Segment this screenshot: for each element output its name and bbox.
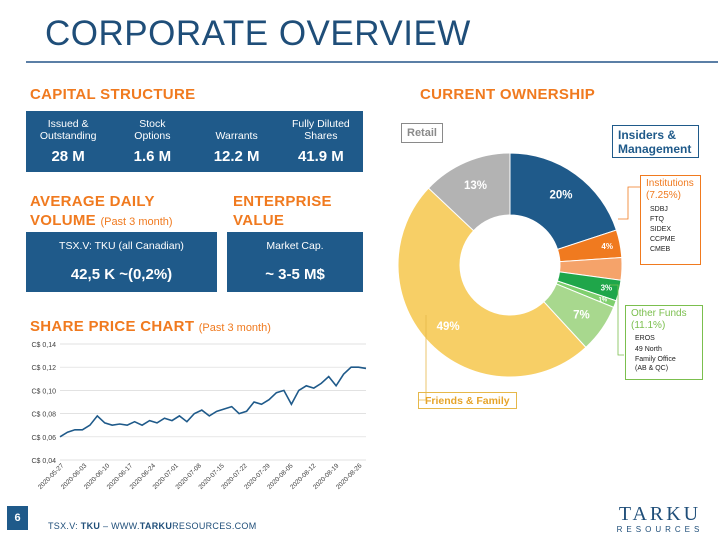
price-series-line bbox=[59, 366, 367, 438]
retail-legend: Retail bbox=[401, 123, 443, 143]
enterprise-value-heading: ENTERPRISE VALUE bbox=[233, 192, 332, 230]
list-item: EROS bbox=[635, 335, 655, 342]
enterprise-line2: VALUE bbox=[233, 212, 285, 229]
cap-value: 41.9 M bbox=[297, 148, 344, 165]
other-funds-title: Other Funds bbox=[631, 308, 687, 319]
cap-col-issued: Issued & Outstanding 28 M bbox=[26, 111, 110, 172]
other-funds-legend: Other Funds (11.1%) EROS 49 North Family… bbox=[625, 305, 703, 380]
share-price-chart: C$ 0,04 C$ 0,06 C$ 0,08 C$ 0,10 C$ 0,12 C$ 0,… bbox=[31, 342, 367, 491]
pie-slice bbox=[397, 187, 587, 378]
list-item: CMEB bbox=[650, 246, 671, 253]
institutions-pct: (7.25%) bbox=[646, 190, 682, 201]
pie-slice-label: 13% bbox=[464, 180, 487, 192]
cap-col-options: Stock Options 1.6 M bbox=[110, 111, 194, 172]
pie-slice-label: 7% bbox=[573, 309, 590, 321]
y-tick-label: C$ 0,10 bbox=[31, 388, 56, 395]
enterprise-box: Market Cap. ~ 3-5 M$ bbox=[227, 232, 363, 292]
cap-label: Issued & Outstanding bbox=[39, 118, 97, 142]
center-logo-sub: RESOURCES bbox=[471, 280, 549, 289]
cap-value: 28 M bbox=[51, 148, 85, 165]
pie-slice-label: 49% bbox=[437, 321, 460, 333]
footer-sep: – WWW. bbox=[100, 521, 140, 531]
capital-structure-box: Issued & Outstanding 28 M Stock Options … bbox=[26, 111, 363, 172]
list-item: 49 North bbox=[635, 345, 662, 353]
list-item: CCPME bbox=[650, 236, 676, 243]
cap-value: 1.6 M bbox=[133, 148, 172, 165]
list-item: SIDEX bbox=[650, 226, 672, 233]
cap-value: 12.2 M bbox=[213, 148, 260, 165]
footer-site-bold: TARKU bbox=[139, 521, 173, 531]
market-cap-label: Market Cap. bbox=[266, 240, 324, 252]
company-logo: TARKU RESOURCES bbox=[605, 504, 715, 538]
other-funds-connector bbox=[610, 284, 624, 356]
capital-structure-heading: CAPITAL STRUCTURE bbox=[30, 86, 196, 103]
y-tick-label: C$ 0,08 bbox=[31, 412, 56, 419]
average-volume-heading: AVERAGE DAILY VOLUME (Past 3 month) bbox=[30, 192, 173, 232]
institutions-connector bbox=[618, 186, 640, 220]
list-item: SDBJ bbox=[650, 206, 668, 213]
logo-sub: RESOURCES bbox=[616, 525, 704, 534]
cap-label: Stock Options bbox=[134, 118, 171, 142]
cap-col-warrants: Warrants 12.2 M bbox=[195, 111, 279, 172]
donut-hole bbox=[460, 215, 560, 315]
cap-label: Warrants bbox=[215, 130, 258, 142]
pie-slice bbox=[427, 152, 511, 232]
institutions-legend: Institutions (7.25%) SDBJ FTQ SIDEX CCPM… bbox=[640, 175, 701, 265]
other-funds-pct: (11.1%) bbox=[631, 320, 666, 331]
enterprise-line1: ENTERPRISE bbox=[233, 193, 332, 210]
title-divider bbox=[26, 61, 718, 63]
pie-slice-label: 4% bbox=[601, 242, 613, 251]
pie-slice bbox=[509, 152, 618, 251]
volume-label: TSX.V: TKU (all Canadian) bbox=[59, 240, 184, 252]
pie-slice-label: 1% bbox=[598, 298, 607, 304]
pie-slice-label: 3% bbox=[601, 283, 613, 292]
cap-label: Fully Diluted Shares bbox=[291, 118, 350, 142]
market-cap-value: ~ 3-5 M$ bbox=[265, 266, 325, 283]
footer-website: TSX.V: TKU – WWW.TARKURESOURCES.COM bbox=[48, 521, 257, 531]
ownership-heading: CURRENT OWNERSHIP bbox=[420, 86, 596, 103]
y-tick-label: C$ 0,04 bbox=[31, 458, 56, 465]
ownership-pie-chart: 20% 4% 3% 1% 7% 49% 13% TARKURESOURCES bbox=[397, 152, 640, 401]
footer-ticker: TKU bbox=[80, 521, 101, 531]
share-price-sub: (Past 3 month) bbox=[198, 322, 271, 334]
avg-volume-sub: (Past 3 month) bbox=[100, 216, 173, 228]
avg-volume-line1: AVERAGE DAILY bbox=[30, 193, 155, 210]
avg-volume-line2: VOLUME (Past 3 month) bbox=[30, 211, 173, 232]
logo-name: TARKU bbox=[618, 503, 702, 525]
center-logo-name: TARKU bbox=[465, 252, 555, 279]
y-tick-label: C$ 0,12 bbox=[31, 365, 56, 372]
institutions-list: SDBJ FTQ SIDEX CCPME CMEB bbox=[641, 205, 700, 255]
page-number: 6 bbox=[7, 506, 28, 530]
other-funds-list: EROS 49 North Family Office (AB & QC) bbox=[626, 335, 702, 373]
cap-col-diluted: Fully Diluted Shares 41.9 M bbox=[279, 111, 363, 172]
institutions-title: Institutions bbox=[646, 178, 694, 189]
list-item: Family Office (AB & QC) bbox=[635, 356, 676, 372]
page-title: CORPORATE OVERVIEW bbox=[45, 14, 471, 53]
share-price-heading: SHARE PRICE CHART (Past 3 month) bbox=[30, 318, 271, 335]
friends-family-legend: Friends & Family bbox=[418, 392, 517, 409]
friends-connector bbox=[418, 315, 427, 401]
share-price-title: SHARE PRICE CHART bbox=[30, 318, 195, 335]
y-tick-label: C$ 0,14 bbox=[31, 342, 56, 349]
insiders-legend: Insiders & Management bbox=[612, 125, 699, 158]
footer-ticker-prefix: TSX.V: bbox=[48, 521, 81, 531]
volume-box: TSX.V: TKU (all Canadian) 42,5 K ~(0,2%) bbox=[26, 232, 217, 292]
footer-site-rest: RESOURCES.COM bbox=[172, 521, 257, 531]
pie-slice-label: 20% bbox=[550, 189, 573, 201]
list-item: FTQ bbox=[650, 216, 664, 223]
avg-volume-word: VOLUME bbox=[30, 212, 96, 229]
volume-value: 42,5 K ~(0,2%) bbox=[70, 266, 173, 283]
y-tick-label: C$ 0,06 bbox=[31, 435, 56, 442]
